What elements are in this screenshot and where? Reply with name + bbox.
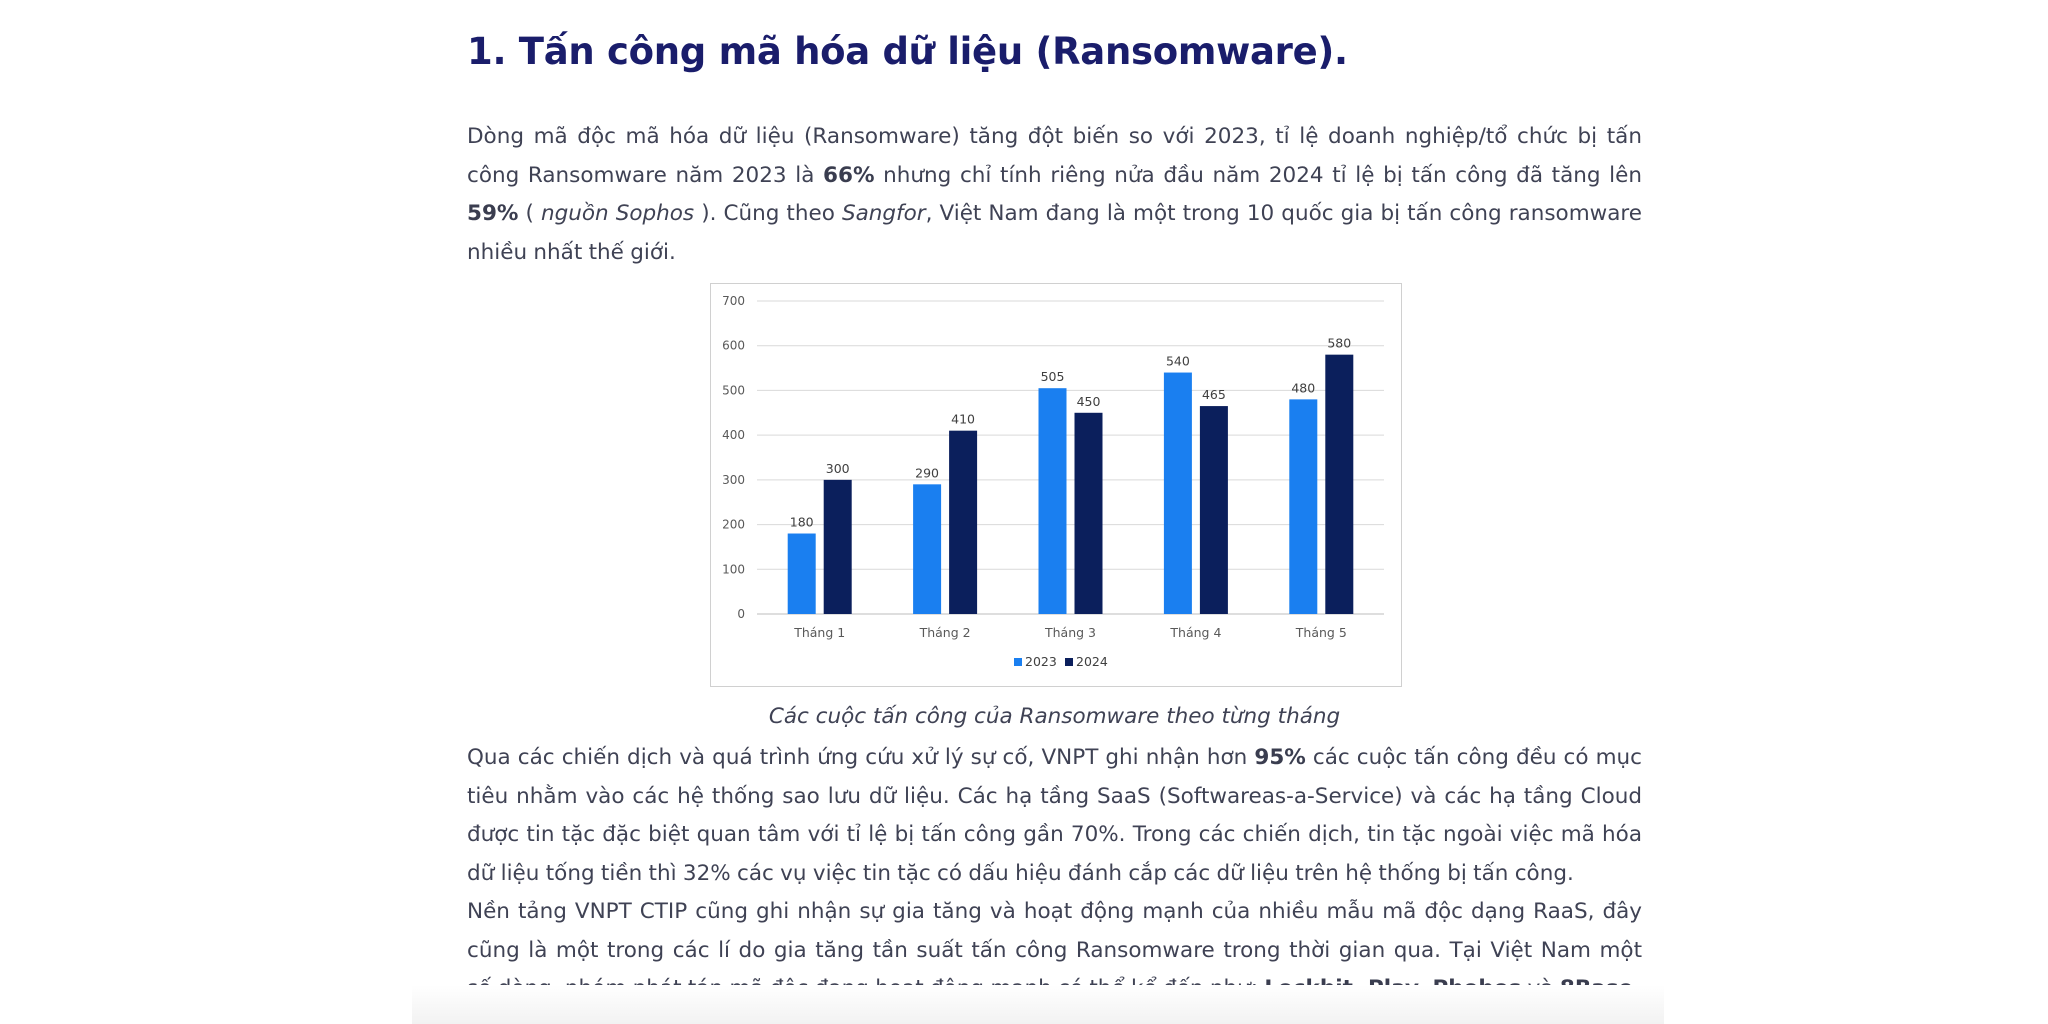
x-tick-label: Tháng 1 [793, 625, 845, 640]
data-label: 410 [951, 412, 975, 427]
p1-line: nhiều nhất thế giới. [467, 239, 676, 265]
p1-line: Dòng mã độc mã hóa dữ liệu (Ransomware) … [467, 124, 1642, 149]
p2-line: tiêu nhằm vào các hệ thống sao lưu dữ li… [467, 783, 1642, 809]
section-heading: 1. Tấn công mã hóa dữ liệu (Ransomware). [467, 30, 1348, 73]
stat-95: 95% [1254, 745, 1306, 770]
p1-line: công Ransomware năm 2023 là 66% nhưng ch… [467, 162, 1642, 188]
x-tick-label: Tháng 2 [919, 625, 971, 640]
legend-label: 2024 [1076, 654, 1108, 669]
y-tick-label: 500 [722, 383, 745, 397]
legend-swatch [1065, 658, 1073, 666]
body-paragraph: Qua các chiến dịch và quá trình ứng cứu … [467, 739, 1642, 1009]
p2-line: dữ liệu tống tiền thì 32% các vụ việc ti… [467, 860, 1574, 886]
legend-swatch [1014, 658, 1022, 666]
y-tick-label: 600 [722, 339, 745, 353]
bar-2023 [913, 484, 942, 614]
data-label: 465 [1202, 387, 1226, 402]
p2-line: được tin tặc đặc biệt quan tâm với tỉ lệ… [467, 822, 1642, 847]
legend-label: 2023 [1025, 654, 1057, 669]
stat-2024: 59% [467, 201, 519, 226]
data-label: 300 [826, 461, 850, 476]
chart-figure: 0 100 200 300 400 500 600 700 180 300 Tháng 1 290 41… [710, 283, 1402, 687]
bar-2023 [1289, 399, 1318, 614]
bar-2024 [823, 479, 852, 614]
source-sangfor: Sangfor [841, 201, 926, 226]
stat-2023: 66% [823, 162, 875, 188]
source-sophos: nguồn Sophos [540, 201, 695, 226]
bar-chart: 0 100 200 300 400 500 600 700 180 300 Tháng 1 290 41… [722, 294, 1384, 669]
bottom-fade [412, 985, 1664, 1024]
y-tick-label: 700 [722, 294, 745, 308]
bar-2024 [1074, 412, 1103, 614]
x-tick-label: Tháng 3 [1044, 625, 1096, 640]
y-tick-label: 0 [737, 607, 745, 621]
bar-2023 [1163, 372, 1192, 614]
p2-line: Qua các chiến dịch và quá trình ứng cứu … [467, 745, 1642, 770]
x-tick-label: Tháng 4 [1169, 625, 1221, 640]
y-tick-label: 200 [722, 518, 745, 532]
y-tick-label: 300 [722, 473, 745, 487]
data-label: 450 [1077, 394, 1101, 409]
bar-2024 [1325, 354, 1354, 614]
bar-2023 [1038, 388, 1067, 614]
bar-2024 [1199, 406, 1228, 614]
chart-caption: Các cuộc tấn công của Ransomware theo từ… [768, 704, 1341, 729]
p1-line: 59% ( nguồn Sophos ). Cũng theo Sangfor,… [467, 201, 1642, 226]
data-label: 580 [1327, 336, 1351, 351]
data-label: 180 [790, 515, 814, 530]
intro-paragraph: Dòng mã độc mã hóa dữ liệu (Ransomware) … [467, 118, 1642, 272]
p2-line: cũng là một trong các lí do gia tăng tần… [467, 937, 1642, 963]
y-tick-label: 400 [722, 428, 745, 442]
p2-line: Nền tảng VNPT CTIP cũng ghi nhận sự gia … [467, 899, 1642, 924]
data-label: 480 [1291, 380, 1315, 395]
data-label: 290 [915, 465, 939, 480]
data-label: 540 [1166, 354, 1190, 369]
data-label: 505 [1041, 369, 1065, 384]
bar-2024 [949, 430, 978, 614]
x-tick-label: Tháng 5 [1295, 625, 1347, 640]
bar-2023 [787, 533, 816, 614]
y-tick-label: 100 [722, 562, 745, 576]
